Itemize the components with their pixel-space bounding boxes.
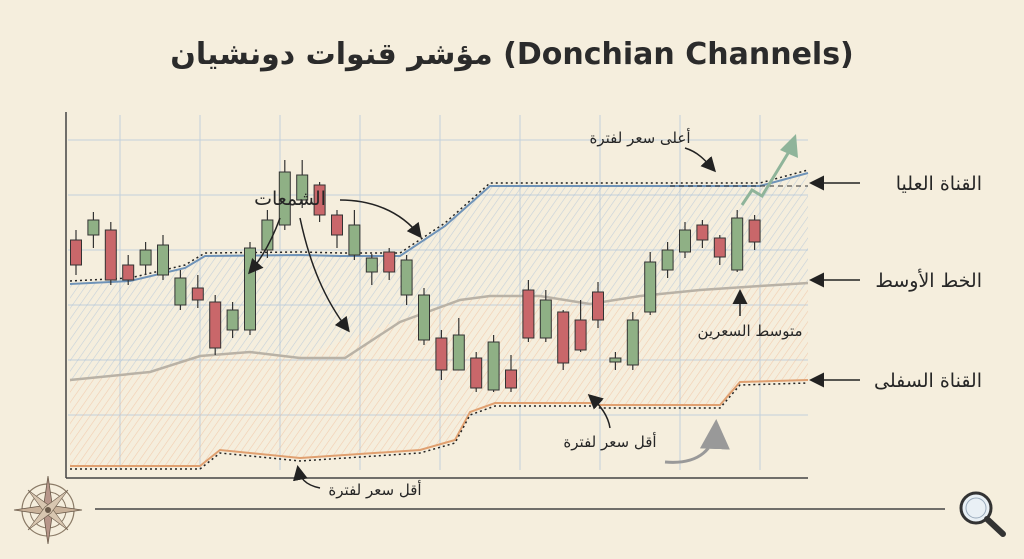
lowest-low-arrow-1 bbox=[293, 465, 321, 489]
candle-bullish bbox=[174, 277, 187, 306]
lowest-low-label-1: أقل سعر لفترة bbox=[328, 480, 421, 499]
rising-arrow bbox=[740, 149, 792, 206]
candle-bearish bbox=[592, 291, 604, 321]
lower-channel-label: القناة السفلى bbox=[874, 370, 982, 392]
lower-channel-line bbox=[70, 379, 809, 467]
candle-bullish bbox=[244, 247, 256, 331]
candles-arrow-2 bbox=[299, 217, 350, 333]
candle-bearish bbox=[557, 311, 570, 364]
upper-channel-label: القناة العليا bbox=[896, 173, 982, 195]
candle-bullish bbox=[348, 224, 361, 256]
candle-bullish bbox=[278, 171, 291, 226]
candle-bearish bbox=[696, 224, 709, 241]
candle-bullish bbox=[418, 294, 430, 341]
candle-bullish bbox=[139, 249, 152, 266]
candle-bullish bbox=[661, 249, 674, 271]
middle-line-label: الخط الأوسط bbox=[875, 269, 982, 292]
candle-bullish bbox=[487, 341, 500, 391]
candle-bullish bbox=[731, 217, 744, 271]
middle-desc-label: متوسط السعرين bbox=[697, 322, 802, 340]
candle-bearish bbox=[191, 287, 204, 301]
candle-bearish bbox=[748, 219, 761, 243]
rising-arrow-head bbox=[780, 134, 798, 158]
candle-bullish bbox=[539, 299, 552, 339]
lower-channel-fill bbox=[70, 286, 808, 466]
candle-bearish bbox=[470, 357, 483, 389]
candle-bearish bbox=[313, 184, 326, 216]
compass-rose-icon bbox=[13, 475, 83, 545]
candle-bearish bbox=[122, 264, 135, 281]
candle-bullish bbox=[400, 259, 413, 296]
candle-bullish bbox=[226, 309, 239, 331]
lowest-low-label-2: أقل سعر لفترة bbox=[563, 432, 656, 451]
candles-arrow-3 bbox=[339, 199, 422, 239]
middle-line bbox=[69, 281, 809, 382]
candle-bullish bbox=[157, 244, 169, 276]
candle-bullish bbox=[609, 357, 622, 363]
page-title: مؤشر قنوات دونشيان (Donchian Channels) bbox=[170, 37, 854, 72]
lowest-low-arrow-2 bbox=[587, 393, 611, 429]
candle-bullish bbox=[365, 257, 378, 273]
candle-bearish bbox=[522, 289, 535, 339]
candle-bearish bbox=[70, 239, 82, 266]
magnifier-icon bbox=[959, 491, 1006, 537]
candle-bullish bbox=[644, 261, 657, 313]
lower-channel-dots bbox=[70, 382, 809, 470]
candle-bearish bbox=[505, 369, 517, 389]
curved-gray-arrow bbox=[664, 419, 730, 464]
candle-bearish bbox=[209, 301, 222, 349]
candle-bullish bbox=[626, 319, 639, 366]
candle-bullish bbox=[679, 229, 691, 253]
candle-bearish bbox=[574, 319, 587, 351]
candles-group bbox=[70, 160, 761, 392]
candle-bearish bbox=[435, 337, 448, 371]
highest-high-arrow bbox=[684, 147, 717, 173]
candles-label: الشمعات bbox=[254, 188, 326, 210]
candles-arrow-1 bbox=[248, 217, 281, 275]
candle-bearish bbox=[713, 237, 726, 258]
candle-bearish bbox=[383, 251, 396, 273]
highest-high-label: أعلى سعر لفترة bbox=[589, 128, 690, 147]
candle-bullish bbox=[87, 219, 100, 236]
candle-bullish bbox=[452, 334, 465, 371]
candle-bearish bbox=[331, 214, 343, 236]
candle-bearish bbox=[104, 229, 117, 281]
candle-bullish bbox=[296, 174, 309, 201]
